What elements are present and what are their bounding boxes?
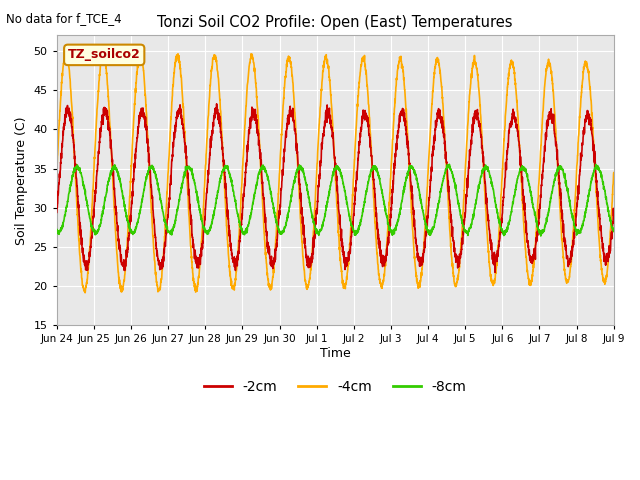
-4cm	[540, 107, 547, 113]
Text: No data for f_TCE_4: No data for f_TCE_4	[6, 12, 122, 25]
Legend: -2cm, -4cm, -8cm: -2cm, -4cm, -8cm	[198, 374, 472, 399]
-2cm	[540, 162, 547, 168]
Text: TZ_soilco2: TZ_soilco2	[68, 48, 141, 61]
-2cm	[267, 262, 275, 267]
-2cm	[116, 245, 124, 251]
-2cm	[610, 213, 618, 218]
-4cm	[53, 169, 61, 175]
-2cm	[599, 248, 607, 254]
-2cm	[291, 128, 298, 133]
-8cm	[53, 229, 61, 235]
Title: Tonzi Soil CO2 Profile: Open (East) Temperatures: Tonzi Soil CO2 Profile: Open (East) Temp…	[157, 15, 513, 30]
-8cm	[537, 233, 545, 239]
-4cm	[610, 170, 618, 176]
Line: -8cm: -8cm	[57, 164, 614, 236]
-4cm	[267, 284, 275, 290]
-4cm	[63, 49, 71, 55]
Y-axis label: Soil Temperature (C): Soil Temperature (C)	[15, 116, 28, 244]
-2cm	[212, 101, 220, 107]
-8cm	[150, 164, 157, 170]
Line: -4cm: -4cm	[57, 52, 614, 293]
-4cm	[116, 282, 124, 288]
-8cm	[116, 179, 124, 184]
-8cm	[445, 161, 453, 167]
-2cm	[492, 269, 499, 275]
-2cm	[53, 209, 61, 215]
-8cm	[610, 228, 618, 234]
Line: -2cm: -2cm	[57, 104, 614, 272]
-4cm	[150, 245, 157, 251]
-2cm	[150, 211, 157, 217]
-4cm	[291, 109, 299, 115]
-8cm	[540, 228, 547, 234]
-4cm	[599, 277, 607, 283]
-4cm	[81, 290, 89, 296]
-8cm	[266, 188, 274, 194]
X-axis label: Time: Time	[320, 347, 351, 360]
-8cm	[599, 180, 607, 185]
-8cm	[291, 177, 298, 183]
